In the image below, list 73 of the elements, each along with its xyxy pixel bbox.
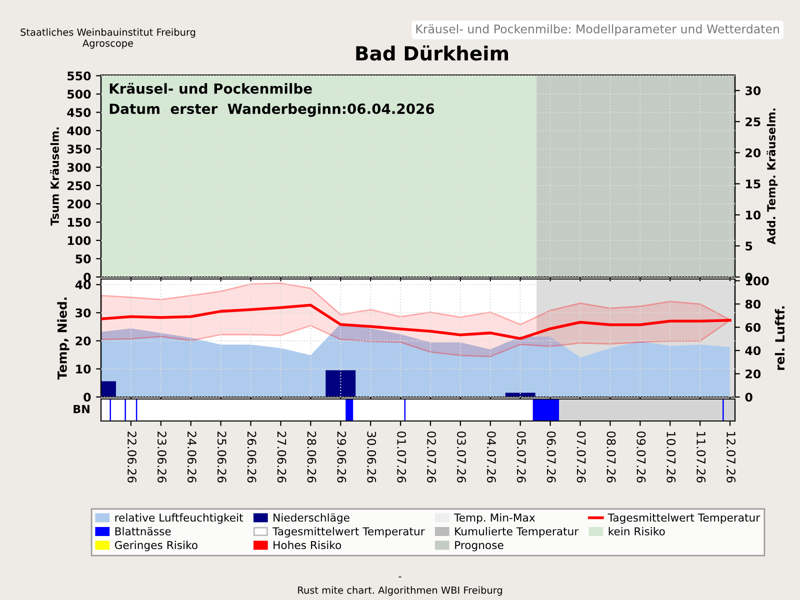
y2-tick-label: 60 <box>745 322 761 332</box>
text: Staatliches Weinbauinstitut Freiburg <box>20 28 196 38</box>
y2-tick-label: 80 <box>745 300 761 309</box>
x-tick-label: 02.07.26 <box>427 432 436 483</box>
y2-axis-title: rel. Luftf. <box>774 306 785 370</box>
y2-tick-label: 10 <box>746 210 761 220</box>
x-tick-label: 05.07.26 <box>516 432 526 483</box>
x-tick-label: 08.07.26 <box>606 432 616 483</box>
y-tick-label: 30 <box>76 308 91 318</box>
text: Agroscope <box>82 40 134 49</box>
y2-tick-label: 40 <box>745 346 761 356</box>
y-tick-label: 500 <box>68 90 91 99</box>
legend-label: Temp. Min-Max <box>454 513 535 524</box>
y-tick-label: 300 <box>67 162 91 172</box>
y2-axis-title: Add. Temp. Kräuselm. <box>766 108 778 244</box>
y-tick-label: 250 <box>68 181 91 190</box>
legend-label: Hohes Risiko <box>274 540 342 550</box>
y2-tick-label: 20 <box>746 369 761 378</box>
x-tick-label: 28.06.26 <box>307 432 316 483</box>
x-tick-label: 11.07.26 <box>696 432 706 483</box>
y-tick-label: 0 <box>84 392 91 402</box>
text: Rust mite chart. Algorithmen WBI Freiburg <box>298 586 502 596</box>
y-axis-title: BN <box>74 404 90 414</box>
legend-label: relative Luftfeuchtigkeit <box>115 513 244 524</box>
legend-label: Tagesmittelwert Temperatur <box>272 527 425 538</box>
x-tick-label: 27.06.26 <box>277 432 286 483</box>
chart-title: Bad Dürkheim <box>356 45 508 61</box>
x-tick-label: 07.07.26 <box>576 432 586 483</box>
y-tick-label: 20 <box>76 336 91 346</box>
y-tick-label: 40 <box>75 280 91 290</box>
line-series <box>101 304 732 340</box>
x-tick-label: 30.06.26 <box>367 432 376 483</box>
x-tick-label: 09.07.26 <box>636 432 646 483</box>
y-tick-label: 100 <box>68 236 91 246</box>
x-tick-label: 29.06.26 <box>337 432 346 483</box>
legend-label: kein Risiko <box>608 527 665 536</box>
y-tick-label: 350 <box>67 144 91 154</box>
y2-tick-label: 5 <box>746 242 752 251</box>
annotation: Kräusel- und Pockenmilbe <box>110 82 312 94</box>
y-tick-label: 450 <box>67 108 91 117</box>
y-tick-label: 550 <box>68 71 91 80</box>
legend-label: Blattnässe <box>115 527 171 536</box>
legend-label: Kumulierte Temperatur <box>455 527 579 538</box>
x-tick-label: 24.06.26 <box>187 432 196 483</box>
x-tick-label: 04.07.26 <box>486 432 496 483</box>
legend-label: Niederschläge <box>274 513 350 524</box>
y-tick-label: 150 <box>68 218 91 227</box>
chart-subtitle: Kräusel- und Pockenmilbe: Modellparameter und Wetterdaten <box>416 24 779 36</box>
y-axis-title: Temp, Nied. <box>57 298 70 380</box>
y-axis-title: Tsum Kräuselm. <box>50 127 59 226</box>
y2-tick-label: 15 <box>746 180 760 188</box>
y2-tick-label: 0 <box>745 392 752 402</box>
x-tick-label: 03.07.26 <box>457 432 466 483</box>
legend-label: Prognose <box>455 541 504 552</box>
x-tick-label: 01.07.26 <box>397 432 406 483</box>
x-tick-label: 22.06.26 <box>128 432 136 483</box>
y2-tick-label: 20 <box>746 148 761 158</box>
y-tick-label: 200 <box>68 200 91 208</box>
y-tick-label: 50 <box>76 254 91 264</box>
text: - <box>398 576 402 578</box>
x-tick-label: 10.07.26 <box>666 432 676 483</box>
x-tick-label: 06.07.26 <box>546 432 556 483</box>
annotation: Datum erster Wanderbeginn:06.04.2026 <box>110 103 434 117</box>
y-tick-label: 400 <box>67 126 91 136</box>
legend-label: Geringes Risiko <box>114 540 198 552</box>
x-tick-label: 12.07.26 <box>726 432 736 483</box>
x-tick-label: 26.06.26 <box>247 432 256 483</box>
x-tick-label: 23.06.26 <box>157 432 166 483</box>
legend-label: Tagesmittelwert Temperatur <box>608 513 760 524</box>
x-tick-label: 25.06.26 <box>217 432 226 483</box>
y-tick-label: 10 <box>76 364 91 374</box>
y2-tick-label: 30 <box>746 86 761 96</box>
y2-tick-label: 25 <box>746 117 760 126</box>
